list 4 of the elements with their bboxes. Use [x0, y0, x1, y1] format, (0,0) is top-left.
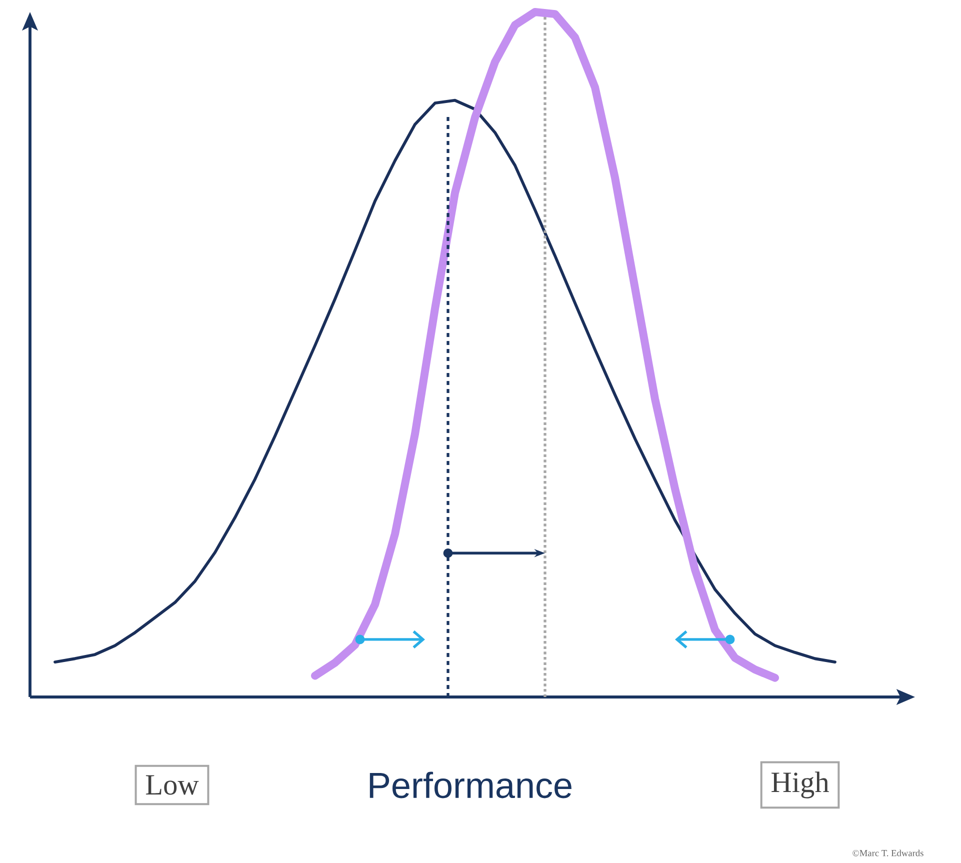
text: High	[772, 772, 829, 798]
x-axis-title: Performance	[370, 772, 572, 798]
text: Low	[146, 775, 199, 795]
text: ©Marc T. Edwards	[852, 850, 924, 856]
